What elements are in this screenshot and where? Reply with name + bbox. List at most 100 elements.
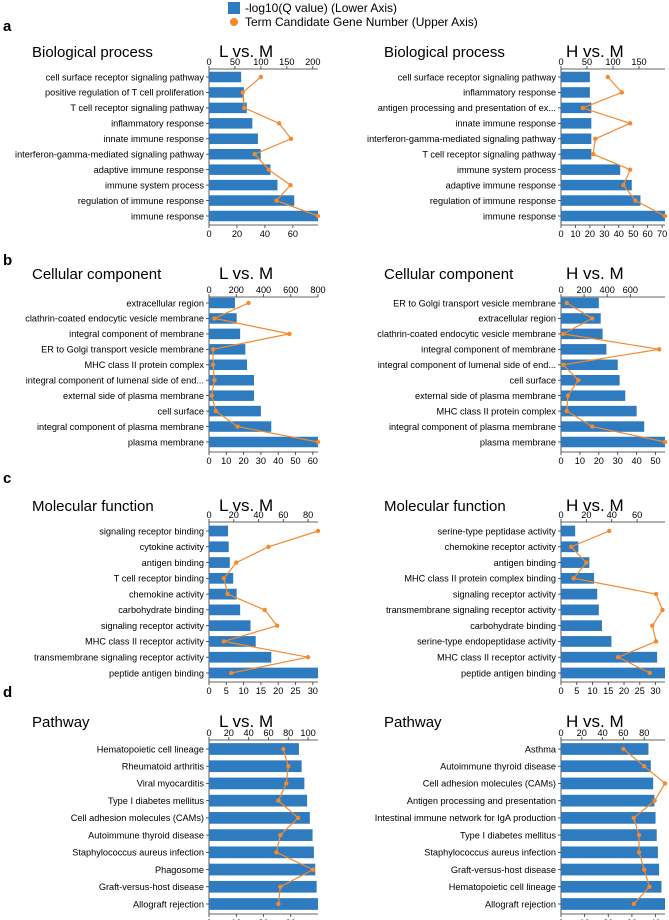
chart-d-left-bar [209, 812, 310, 824]
chart-c-left-bar [209, 667, 318, 679]
chart-b-left-bar [209, 344, 246, 355]
chart-c-left-bar [209, 620, 251, 632]
chart-a-left-bar [209, 210, 318, 222]
chart-a-right-bar [561, 210, 665, 222]
chart-a-right-upper-tick-label: 0 [558, 57, 563, 67]
chart-c-right-category-label: carbohydrate binding [470, 621, 556, 631]
chart-a-right-category-label: immune system process [457, 165, 556, 175]
chart-a-left-gene-number-point [288, 182, 293, 188]
chart-b-left-bar [209, 297, 235, 309]
chart-c-right-gene-number-point [653, 591, 659, 597]
chart-a-left-gene-number-point [240, 90, 245, 95]
chart-d-right-comparison: H vs. M [566, 712, 624, 731]
chart-d-left-category-label: Viral myocarditis [137, 779, 205, 789]
chart-d-right-bar [561, 829, 657, 841]
chart-a-right-category-label: regulation of immune response [430, 196, 556, 206]
chart-b-left-gene-number-point [210, 347, 216, 352]
chart-c-right-upper-tick-label: 0 [558, 510, 563, 520]
chart-c-right-bar [561, 651, 658, 663]
chart-b-left-upper-tick-label: 200 [229, 285, 244, 295]
chart-d-left-lower-tick-label: 30 [286, 918, 296, 920]
chart-a-right-lower-tick-label: 10 [570, 229, 580, 239]
chart-a-left-upper-tick-label: 150 [279, 57, 294, 67]
chart-a-right-bar [561, 164, 621, 175]
chart-d-left-bar [209, 760, 302, 773]
chart-a-left-lower-tick-label: 0 [206, 229, 211, 239]
chart-a-left-upper-tick-label: 0 [206, 57, 211, 67]
chart-c-right-lower-tick-label: 10 [587, 686, 597, 696]
chart-d-left-gene-number-point [284, 781, 289, 786]
chart-b-left-lower-tick-label: 30 [256, 456, 266, 466]
chart-a-left-bar [209, 102, 247, 114]
chart-a-right-gene-number-point [662, 213, 668, 219]
chart-b-right-category-label: cell surface [510, 376, 556, 386]
chart-c-left-title: Molecular function [32, 498, 154, 515]
chart-b-right-category-label: MHC class II protein complex [437, 406, 557, 416]
chart-a-left-bar [209, 179, 278, 191]
chart-b-left-bar [209, 390, 254, 401]
chart-c-right-lower-tick-label: 5 [574, 686, 579, 696]
chart-c-left-gene-number-point [274, 623, 280, 628]
chart-c-left-lower-tick-label: 15 [256, 686, 266, 696]
chart-b-left-bar [209, 405, 261, 417]
chart-b-left-gene-number-point [210, 362, 216, 367]
chart-d-right-gene-number-point [642, 867, 647, 872]
chart-a-right-upper-tick-label: 100 [605, 57, 620, 67]
chart-a-left-gene-number-line [242, 76, 319, 217]
chart-c-right-lower-tick-label: 20 [619, 686, 629, 696]
chart-d-right-category-label: Antigen processing and presentation [407, 796, 556, 806]
chart-a-left-lower-tick-label: 20 [232, 229, 242, 239]
chart-a-left-category-label: regulation of immune response [78, 196, 204, 206]
chart-a-right-comparison: H vs. M [566, 42, 624, 61]
chart-b-right-gene-number-line [561, 302, 666, 443]
chart-d-right-bar [561, 777, 654, 790]
chart-c-left-upper-tick-label: 60 [278, 510, 288, 520]
chart-a-right-gene-number-point [580, 105, 586, 111]
chart-a-right-bar [561, 71, 590, 83]
chart-a-left-bar [209, 71, 242, 83]
chart-b-right-lower-tick-label: 0 [558, 456, 563, 466]
legend-line-label: Term Candidate Gene Number (Upper Axis) [245, 15, 478, 29]
chart-a-left-category-label: inflammatory response [111, 119, 204, 129]
chart-c-right-gene-number-line [570, 530, 664, 674]
chart-b-left-category-label: integral component of plasma membrane [37, 422, 204, 432]
chart-b-right-gene-number-point [564, 408, 569, 414]
chart-a-right-gene-number-point [593, 136, 598, 141]
chart-b-left-gene-number-point [246, 300, 251, 306]
chart-b-left-bar [209, 359, 248, 371]
chart-b-left-upper-tick-label: 400 [256, 285, 271, 295]
chart-c-right-bar [561, 667, 665, 679]
chart-d-left-title: Pathway [32, 714, 90, 731]
chart-a-left-gene-number-point [266, 167, 271, 172]
chart-d-right-bar [561, 863, 660, 876]
chart-a-right-gene-number-point [621, 182, 626, 188]
chart-b-left-lower-tick-label: 60 [308, 456, 318, 466]
chart-a-left-category-label: adaptive immune response [94, 165, 204, 175]
chart-d-left-gene-number-point [310, 867, 316, 872]
chart-d-right-upper-tick-label: 80 [639, 728, 649, 738]
chart-d-left-category-label: Type I diabetes mellitus [108, 796, 204, 806]
chart-b-left-bar [209, 374, 254, 386]
chart-a-left-category-label: positive regulation of T cell proliferat… [45, 88, 204, 98]
chart-a-left-upper-tick-label: 200 [305, 57, 320, 67]
chart-a-right-category-label: immune response [483, 211, 556, 221]
chart-d-left-gene-number-point [274, 850, 279, 855]
chart-d-left-upper-tick-label: 80 [283, 728, 293, 738]
chart-d-right-lower-tick-label: 10 [580, 918, 590, 920]
chart-c-right-gene-number-point [647, 670, 652, 676]
chart-b-right-upper-tick-label: 0 [558, 285, 563, 295]
chart-c-right-bar [561, 572, 595, 584]
chart-b-right-gene-number-point [657, 347, 662, 352]
chart-a-left-title: Biological process [32, 44, 153, 61]
chart-a-right-title: Biological process [384, 44, 505, 61]
chart-d-right-bar [561, 760, 651, 773]
chart-a-right-category-label: innate immune response [455, 119, 556, 129]
chart-c-right-category-label: transmembrane signaling receptor activit… [386, 605, 556, 615]
chart-d-right-category-label: Staphylococcus aureus infection [424, 848, 556, 858]
chart-c-left-lower-tick-label: 30 [308, 686, 318, 696]
chart-b-right-bar [561, 374, 620, 386]
chart-d-right-category-label: Cell adhesion molecules (CAMs) [423, 779, 556, 789]
chart-a-left-gene-number-point [258, 74, 264, 80]
chart-a-left-bar [209, 133, 258, 145]
